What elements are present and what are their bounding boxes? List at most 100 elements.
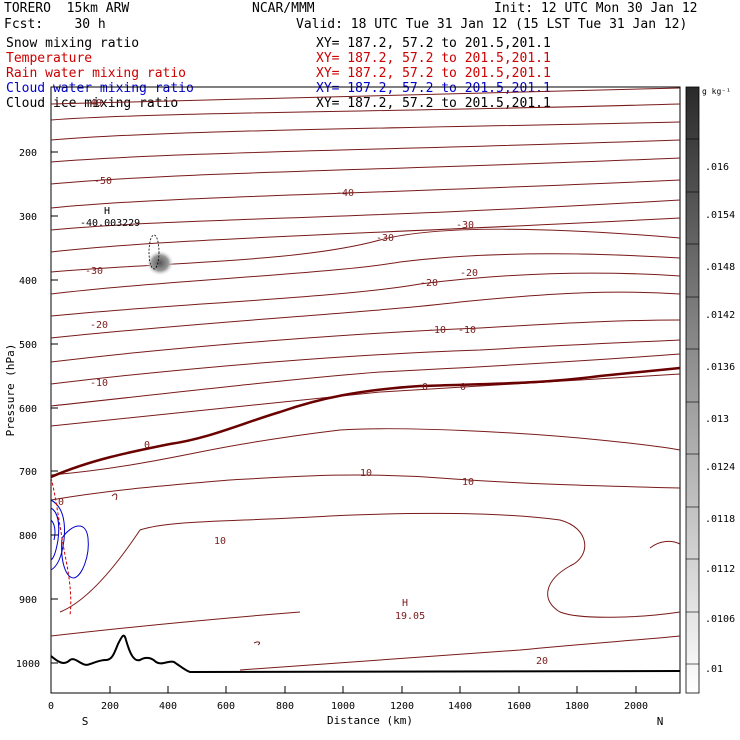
temperature-high-mark-lower: H: [402, 598, 408, 609]
isotherm-line: [50, 87, 681, 105]
temperature-high-value-upper: -40.003229: [80, 218, 140, 229]
cloud-ice-outline: [148, 234, 160, 270]
contour-label: 0: [460, 382, 466, 393]
y-tick-label: 200: [19, 148, 37, 159]
isotherm-line: [50, 199, 681, 231]
x-tick-label: 1400: [448, 701, 472, 712]
forecast-hour: Fcst: 30 h: [4, 17, 106, 32]
colorbar-label: .013: [705, 414, 729, 425]
isotherm-line: [50, 319, 681, 363]
snow-mixing-patch: [146, 250, 174, 276]
y-axis-labels: 200 300 400 500 600 700 800 900 1000: [16, 148, 40, 670]
field-xy-snow: XY= 187.2, 57.2 to 201.5,201.1: [316, 36, 551, 51]
x-tick-label: 1600: [507, 701, 531, 712]
y-tick-label: 700: [19, 467, 37, 478]
isotherm-line: [50, 474, 681, 501]
freezing-level-line: [50, 366, 681, 479]
colorbar-label: .01: [705, 664, 723, 675]
field-xy-rain: XY= 187.2, 57.2 to 201.5,201.1: [316, 66, 551, 81]
y-tick-label: 600: [19, 404, 37, 415]
temperature-high-mark-upper: H: [104, 206, 110, 217]
x-tick-label: 200: [101, 701, 119, 712]
isotherm-line: [649, 540, 681, 549]
isotherm-line: [50, 157, 681, 185]
contour-label: 0: [144, 440, 150, 451]
valid-time: Valid: 18 UTC Tue 31 Jan 12 (15 LST Tue …: [296, 17, 688, 32]
terrain-profile: [50, 634, 681, 674]
plot-frame: [50, 86, 681, 694]
isotherm-line: [50, 121, 681, 141]
y-tick-label: 300: [19, 212, 37, 223]
y-tick-label: 500: [19, 340, 37, 351]
x-tick-label: 1800: [565, 701, 589, 712]
colorbar-label: .0154: [705, 210, 735, 221]
contour-label: -20: [460, 268, 478, 279]
colorbar-label: .0124: [705, 462, 735, 473]
contour-label: -40: [336, 188, 354, 199]
x-tick-label: 1200: [390, 701, 414, 712]
x-axis-right-end: N: [657, 715, 664, 728]
isotherm-line: [111, 493, 118, 501]
isotherm-line: [50, 373, 681, 427]
y-tick-label: 900: [19, 595, 37, 606]
colorbar-label: .0112: [705, 564, 735, 575]
contour-label: 10: [214, 536, 226, 547]
colorbar-label: .0142: [705, 310, 735, 321]
x-axis-labels: 0 200 400 600 800 1000 1200 1400 1600 18…: [48, 701, 648, 712]
colorbar-labels: .016 .0154 .0148 .0142 .0136 .013 .0124 …: [705, 162, 735, 675]
contour-label: -20: [420, 278, 438, 289]
field-xy-cloud-ice: XY= 187.2, 57.2 to 201.5,201.1: [316, 96, 551, 111]
isotherm-line: [50, 103, 681, 121]
center-name: NCAR/MMM: [252, 1, 315, 16]
isotherm-line: [50, 291, 681, 339]
contour-label: -10: [428, 325, 446, 336]
contour-label: 0: [58, 497, 64, 508]
model-title: TORERO 15km ARW: [4, 1, 130, 16]
field-name-snow: Snow mixing ratio: [6, 36, 140, 51]
x-tick-label: 2000: [624, 701, 648, 712]
colorbar-label: .0148: [705, 262, 735, 273]
colorbar-dividers: [686, 138, 699, 665]
field-name-temperature: Temperature: [6, 51, 93, 66]
y-tick-label: 1000: [16, 659, 40, 670]
colorbar-label: .0136: [705, 362, 735, 373]
x-axis-ticks: [50, 686, 637, 693]
colorbar-label: .016: [705, 162, 729, 173]
rain-water-contour: [50, 477, 72, 616]
isotherm-line: [239, 635, 681, 671]
y-axis-ticks: [51, 151, 58, 664]
contour-labels: -50 -40 -40 -30 -30 -30 -20 -20 -20 -10 …: [58, 98, 548, 667]
x-axis-left-end: S: [82, 715, 89, 728]
colorbar-label: .0106: [705, 614, 735, 625]
colorbar-gradient: [685, 86, 700, 694]
isotherm-line: [59, 512, 681, 618]
colorbar-label: .0118: [705, 514, 735, 525]
x-tick-label: 800: [276, 701, 294, 712]
x-axis-title: Distance (km): [327, 714, 413, 727]
x-tick-label: 600: [217, 701, 235, 712]
contour-label: 10: [462, 477, 474, 488]
field-name-rain: Rain water mixing ratio: [6, 66, 187, 81]
field-name-cloud-water: Cloud water mixing ratio: [6, 81, 194, 96]
isotherm-line: [50, 179, 681, 209]
contour-label: 20: [536, 656, 548, 667]
y-tick-label: 800: [19, 531, 37, 542]
isotherm-line: [50, 272, 681, 317]
isotherm-line: [253, 641, 261, 646]
isotherm-line: [50, 253, 681, 295]
field-xy-temperature: XY= 187.2, 57.2 to 201.5,201.1: [316, 51, 551, 66]
contour-label: -30: [85, 266, 103, 277]
isotherm-line: [50, 228, 681, 273]
contour-label: -50: [94, 176, 112, 187]
isotherm-line: [50, 339, 681, 385]
isotherm-line: [50, 611, 301, 637]
isotherm-line: [50, 217, 681, 253]
isotherm-line: [50, 428, 681, 476]
colorbar-unit: g kg⁻¹: [702, 87, 731, 96]
x-tick-label: 1000: [331, 701, 355, 712]
contour-label: -10: [458, 325, 476, 336]
contour-label: -10: [90, 378, 108, 389]
contour-label: -40: [84, 98, 102, 109]
contour-label: -20: [90, 320, 108, 331]
